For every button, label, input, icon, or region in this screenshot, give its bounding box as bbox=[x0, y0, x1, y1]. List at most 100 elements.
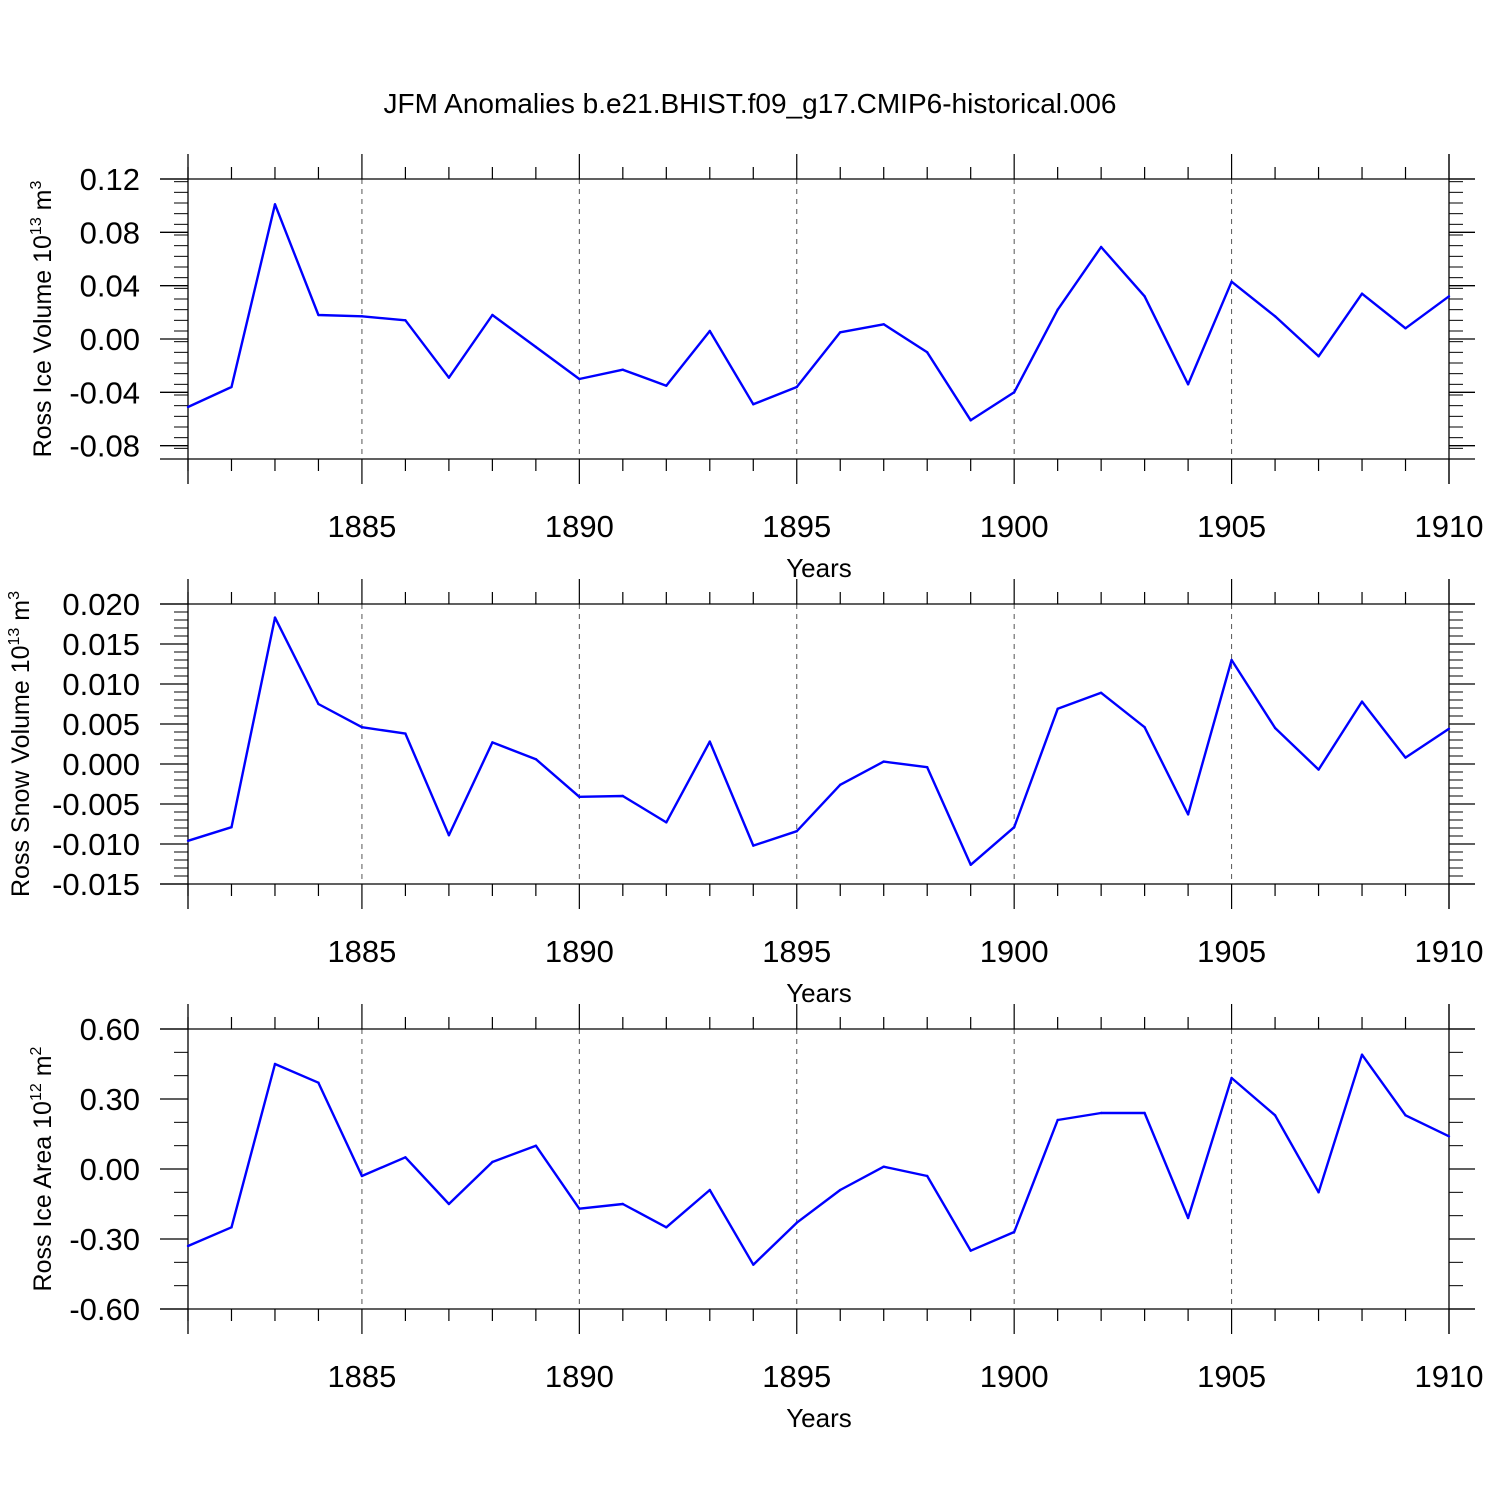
data-point bbox=[1012, 1230, 1016, 1234]
x-tick-label: 1905 bbox=[1197, 509, 1266, 544]
data-point bbox=[491, 1160, 494, 1164]
data-point bbox=[230, 385, 233, 389]
data-point bbox=[1012, 391, 1016, 394]
data-point bbox=[447, 376, 451, 379]
data-point bbox=[665, 821, 668, 824]
x-tick-label: 1910 bbox=[1415, 509, 1484, 544]
data-point bbox=[1143, 726, 1146, 729]
y-axis-label: Ross Ice Volume 1013 m3 bbox=[28, 180, 57, 457]
y-tick-label: -0.04 bbox=[69, 375, 140, 410]
x-tick-label: 1885 bbox=[327, 1359, 396, 1394]
data-point bbox=[186, 839, 190, 842]
y-tick-label: 0.00 bbox=[80, 1152, 140, 1187]
x-tick-label: 1905 bbox=[1197, 1359, 1266, 1394]
y-tick-label: 0.010 bbox=[62, 667, 140, 702]
y-tick-label: 0.00 bbox=[80, 322, 140, 357]
x-tick-label: 1895 bbox=[762, 934, 831, 969]
x-tick-label: 1910 bbox=[1415, 1359, 1484, 1394]
data-point bbox=[1360, 1053, 1364, 1056]
data-point bbox=[317, 1081, 320, 1084]
panel-3: -0.60 -0.30 0.00 0.30 0.60 1885 1890 1895 1900 19… bbox=[28, 1004, 1483, 1433]
data-point bbox=[621, 1202, 625, 1206]
data-point bbox=[1230, 280, 1233, 283]
data-point bbox=[578, 795, 581, 798]
x-tick-label: 1885 bbox=[327, 509, 396, 544]
data-point bbox=[404, 319, 407, 322]
data-point bbox=[404, 1156, 407, 1159]
data-point bbox=[1404, 327, 1407, 330]
x-axis-label: Years bbox=[786, 553, 852, 583]
data-point bbox=[491, 313, 494, 317]
data-point bbox=[273, 203, 277, 206]
y-tick-label: -0.010 bbox=[52, 827, 140, 862]
data-point bbox=[665, 384, 668, 387]
y-axis-label: Ross Snow Volume 1013 m3 bbox=[6, 591, 35, 897]
data-point bbox=[317, 702, 320, 706]
y-tick-label: -0.015 bbox=[52, 867, 140, 902]
data-point bbox=[1012, 826, 1016, 829]
y-tick-label: 0.08 bbox=[80, 215, 140, 250]
y-tick-label: 0.60 bbox=[80, 1012, 140, 1047]
data-point bbox=[926, 1174, 929, 1178]
data-point bbox=[1099, 245, 1103, 249]
data-point bbox=[1360, 292, 1364, 295]
data-point bbox=[578, 377, 581, 381]
data-point bbox=[752, 403, 755, 406]
x-tick-label: 1910 bbox=[1415, 934, 1484, 969]
data-point bbox=[882, 760, 885, 763]
data-point bbox=[1360, 700, 1364, 703]
data-point bbox=[578, 1207, 581, 1210]
data-point bbox=[491, 741, 494, 744]
data-point bbox=[1099, 1111, 1103, 1115]
x-tick-label: 1900 bbox=[980, 934, 1049, 969]
data-point bbox=[1447, 295, 1451, 298]
data-point bbox=[273, 1062, 277, 1066]
x-tick-label: 1895 bbox=[762, 1359, 831, 1394]
data-point bbox=[273, 616, 277, 619]
x-tick-label: 1890 bbox=[545, 509, 614, 544]
x-tick-label: 1895 bbox=[762, 509, 831, 544]
data-point bbox=[839, 331, 842, 334]
data-point bbox=[1447, 1135, 1451, 1138]
y-tick-label: 0.005 bbox=[62, 707, 140, 742]
data-point bbox=[882, 323, 885, 326]
data-point bbox=[795, 1221, 798, 1224]
page-title: JFM Anomalies b.e21.BHIST.f09_g17.CMIP6-… bbox=[383, 88, 1117, 119]
x-tick-label: 1900 bbox=[980, 509, 1049, 544]
data-point bbox=[795, 830, 798, 833]
data-point bbox=[360, 1174, 364, 1178]
y-tick-label: -0.08 bbox=[69, 429, 140, 464]
series-line bbox=[187, 1053, 1450, 1266]
data-point bbox=[665, 1226, 668, 1229]
y-tick-label: -0.30 bbox=[69, 1222, 140, 1257]
data-point bbox=[752, 1263, 755, 1266]
data-point bbox=[186, 405, 190, 409]
data-point bbox=[360, 315, 364, 318]
data-point bbox=[839, 783, 842, 786]
data-point bbox=[1186, 813, 1190, 816]
data-point bbox=[534, 1144, 538, 1147]
y-tick-label: 0.04 bbox=[80, 269, 140, 304]
data-point bbox=[926, 351, 929, 354]
data-point bbox=[1143, 295, 1146, 298]
y-tick-label: 0.30 bbox=[80, 1082, 140, 1117]
data-point bbox=[1317, 768, 1320, 771]
data-point bbox=[621, 794, 625, 798]
y-tick-label: 0.12 bbox=[80, 162, 140, 197]
data-point bbox=[1273, 726, 1277, 730]
series-line bbox=[187, 616, 1450, 866]
y-tick-label: -0.60 bbox=[69, 1292, 140, 1327]
data-point bbox=[1186, 383, 1190, 386]
y-tick-label: 0.020 bbox=[62, 587, 140, 622]
y-axis-label: Ross Ice Area 1012 m2 bbox=[28, 1046, 57, 1291]
x-tick-label: 1905 bbox=[1197, 934, 1266, 969]
data-point bbox=[1404, 1114, 1407, 1117]
data-point bbox=[404, 732, 407, 735]
y-tick-label: 0.000 bbox=[62, 747, 140, 782]
data-point bbox=[969, 419, 972, 422]
data-point bbox=[447, 834, 451, 837]
data-point bbox=[317, 313, 320, 317]
y-tick-label: 0.015 bbox=[62, 627, 140, 662]
data-point bbox=[1317, 355, 1320, 358]
